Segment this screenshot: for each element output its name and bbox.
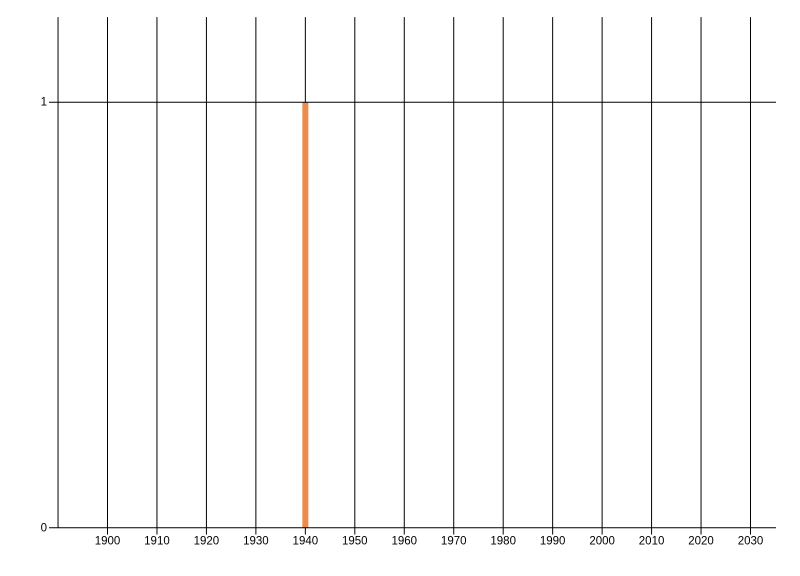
svg-text:1930: 1930: [243, 536, 269, 548]
svg-text:1990: 1990: [540, 536, 566, 548]
svg-text:1950: 1950: [342, 536, 368, 548]
svg-text:1900: 1900: [95, 536, 121, 548]
svg-text:2030: 2030: [738, 536, 764, 548]
svg-text:2010: 2010: [639, 536, 665, 548]
svg-text:1910: 1910: [144, 536, 170, 548]
svg-text:2020: 2020: [688, 536, 714, 548]
svg-text:0: 0: [41, 523, 47, 535]
svg-text:2000: 2000: [589, 536, 615, 548]
svg-text:1920: 1920: [194, 536, 220, 548]
svg-text:1960: 1960: [391, 536, 417, 548]
svg-text:1: 1: [41, 97, 47, 109]
svg-text:1940: 1940: [293, 536, 319, 548]
svg-text:1970: 1970: [441, 536, 467, 548]
svg-text:1980: 1980: [490, 536, 516, 548]
